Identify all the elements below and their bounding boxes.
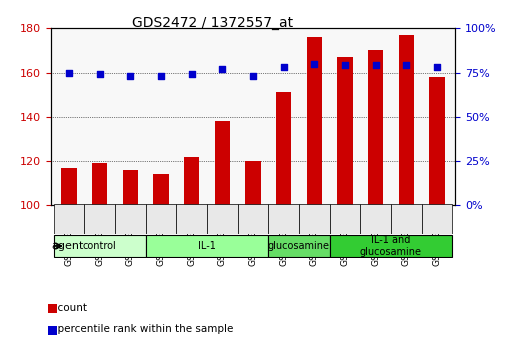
Point	[248, 73, 257, 79]
Point	[65, 70, 73, 75]
FancyBboxPatch shape	[329, 204, 360, 234]
Point	[187, 72, 195, 77]
Bar	[306, 37, 321, 205]
FancyBboxPatch shape	[237, 204, 268, 234]
Bar	[275, 92, 291, 205]
Text: percentile rank within the sample: percentile rank within the sample	[50, 324, 232, 334]
FancyBboxPatch shape	[268, 235, 329, 257]
Point	[218, 66, 226, 72]
Point	[310, 61, 318, 67]
Text: IL-1 and
glucosamine: IL-1 and glucosamine	[359, 235, 421, 257]
FancyBboxPatch shape	[207, 204, 237, 234]
Bar	[337, 57, 352, 205]
FancyBboxPatch shape	[298, 204, 329, 234]
FancyBboxPatch shape	[54, 204, 84, 234]
Point	[432, 64, 440, 70]
Bar	[367, 51, 383, 205]
Text: control: control	[83, 241, 116, 251]
Bar	[61, 168, 77, 205]
FancyBboxPatch shape	[84, 204, 115, 234]
Text: agent: agent	[51, 241, 83, 251]
Bar	[184, 156, 199, 205]
FancyBboxPatch shape	[115, 204, 145, 234]
FancyBboxPatch shape	[268, 204, 298, 234]
Bar	[214, 121, 230, 205]
Text: glucosamine: glucosamine	[268, 241, 329, 251]
Text: IL-1: IL-1	[197, 241, 216, 251]
Text: count: count	[50, 303, 86, 313]
Point	[371, 63, 379, 68]
Bar	[245, 161, 260, 205]
FancyBboxPatch shape	[360, 204, 390, 234]
FancyBboxPatch shape	[421, 204, 451, 234]
Bar	[122, 170, 138, 205]
Point	[279, 64, 287, 70]
Bar	[92, 163, 107, 205]
Point	[95, 72, 104, 77]
Point	[401, 63, 410, 68]
Bar	[428, 77, 444, 205]
Bar	[153, 175, 168, 205]
Point	[340, 63, 348, 68]
Point	[157, 73, 165, 79]
FancyBboxPatch shape	[176, 204, 207, 234]
Text: GDS2472 / 1372557_at: GDS2472 / 1372557_at	[132, 16, 292, 30]
FancyBboxPatch shape	[54, 235, 145, 257]
Point	[126, 73, 134, 79]
FancyBboxPatch shape	[145, 235, 268, 257]
FancyBboxPatch shape	[390, 204, 421, 234]
Bar	[398, 35, 413, 205]
FancyBboxPatch shape	[329, 235, 451, 257]
FancyBboxPatch shape	[145, 204, 176, 234]
